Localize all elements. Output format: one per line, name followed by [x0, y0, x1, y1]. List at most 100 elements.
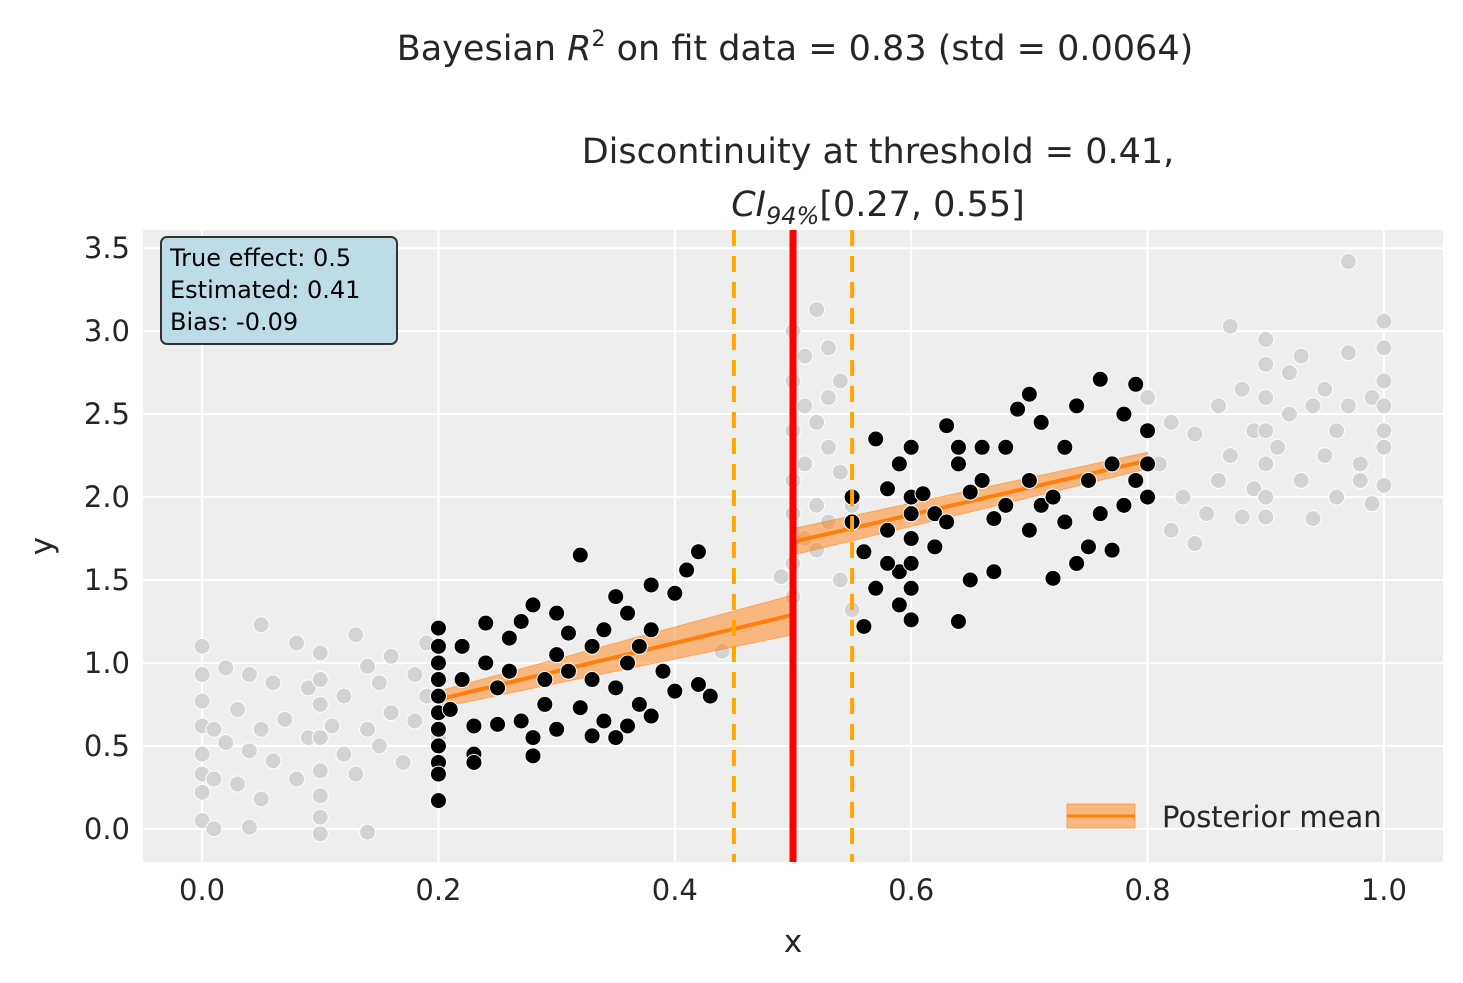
included-point: [701, 687, 719, 705]
included-point: [1115, 405, 1133, 423]
excluded-point: [1304, 510, 1322, 528]
excluded-point: [1257, 422, 1275, 440]
x-tick-label: 0.8: [1124, 873, 1170, 907]
included-point: [1020, 521, 1038, 539]
included-point: [536, 671, 554, 689]
annotation-estimated: Estimated: 0.41: [170, 276, 360, 304]
included-point: [524, 747, 542, 765]
excluded-point: [335, 687, 353, 705]
annotation-box: True effect: 0.5 Estimated: 0.41 Bias: -…: [160, 236, 398, 345]
excluded-point: [193, 666, 211, 684]
included-point: [654, 662, 672, 680]
included-point: [879, 554, 897, 572]
excluded-point: [252, 720, 270, 738]
excluded-point: [1280, 364, 1298, 382]
y-tick-label: 0.0: [84, 812, 130, 846]
excluded-point: [311, 762, 329, 780]
included-point: [985, 563, 1003, 581]
included-point: [548, 720, 566, 738]
included-point: [1115, 496, 1133, 514]
excluded-point: [1245, 480, 1263, 498]
excluded-point: [1375, 397, 1393, 415]
excluded-point: [311, 808, 329, 826]
included-point: [619, 717, 637, 735]
excluded-point: [1162, 413, 1180, 431]
included-point: [1044, 569, 1062, 587]
excluded-point: [240, 742, 258, 760]
excluded-point: [1257, 488, 1275, 506]
excluded-point: [1257, 508, 1275, 526]
threshold-lines: [731, 230, 855, 862]
x-tick-label: 0.2: [415, 873, 461, 907]
included-point: [949, 455, 967, 473]
excluded-point: [1304, 397, 1322, 415]
excluded-point: [796, 347, 814, 365]
excluded-point: [1174, 488, 1192, 506]
excluded-point: [193, 637, 211, 655]
included-point: [1091, 505, 1109, 523]
included-point: [961, 571, 979, 589]
excluded-point: [1233, 380, 1251, 398]
excluded-point: [1375, 438, 1393, 456]
excluded-point: [288, 770, 306, 788]
legend[interactable]: Posterior mean: [1066, 800, 1382, 834]
included-point: [453, 671, 471, 689]
included-point: [607, 679, 625, 697]
excluded-point: [370, 674, 388, 692]
included-point: [666, 584, 684, 602]
excluded-point: [205, 720, 223, 738]
excluded-point: [311, 671, 329, 689]
included-point: [583, 727, 601, 745]
included-point: [512, 712, 530, 730]
excluded-point: [217, 659, 235, 677]
included-point: [429, 671, 447, 689]
excluded-point: [193, 783, 211, 801]
excluded-point: [1339, 344, 1357, 362]
excluded-point: [252, 790, 270, 808]
excluded-point: [796, 397, 814, 415]
included-point: [997, 496, 1015, 514]
y-tick-labels: 0.0 0.5 1.0 1.5 2.0 2.5 3.0 3.5: [84, 231, 130, 846]
y-tick-label: 1.5: [84, 563, 130, 597]
included-point: [630, 695, 648, 713]
included-point: [453, 637, 471, 655]
excluded-point: [370, 737, 388, 755]
included-point: [571, 699, 589, 717]
excluded-point: [819, 438, 837, 456]
excluded-point: [1316, 447, 1334, 465]
included-point: [890, 596, 908, 614]
excluded-point: [1375, 339, 1393, 357]
excluded-point: [347, 626, 365, 644]
excluded-point: [205, 820, 223, 838]
included-point: [619, 654, 637, 672]
included-point: [689, 676, 707, 694]
included-point: [902, 611, 920, 629]
included-point: [1056, 438, 1074, 456]
included-point: [630, 637, 648, 655]
included-point: [429, 792, 447, 810]
x-tick-label: 1.0: [1361, 873, 1407, 907]
included-point: [500, 662, 518, 680]
annotation-bias: Bias: -0.09: [170, 308, 298, 336]
included-point: [1020, 471, 1038, 489]
included-point: [489, 715, 507, 733]
annotation-true-effect: True effect: 0.5: [169, 244, 351, 272]
legend-label: Posterior mean: [1162, 800, 1382, 834]
excluded-point: [819, 339, 837, 357]
excluded-point: [1257, 355, 1275, 373]
included-point: [926, 538, 944, 556]
included-point: [619, 604, 637, 622]
excluded-point: [819, 389, 837, 407]
excluded-point: [240, 818, 258, 836]
excluded-point: [288, 634, 306, 652]
excluded-point: [796, 455, 814, 473]
excluded-point: [311, 695, 329, 713]
included-point: [879, 521, 897, 539]
excluded-point: [1221, 447, 1239, 465]
excluded-point: [1328, 422, 1346, 440]
included-point: [914, 485, 932, 503]
included-point: [429, 619, 447, 637]
excluded-point: [382, 704, 400, 722]
included-point: [429, 765, 447, 783]
